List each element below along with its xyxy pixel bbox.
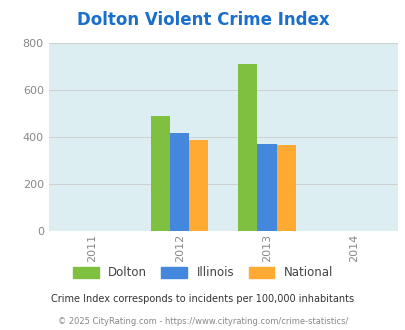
Bar <box>151 116 170 231</box>
Legend: Dolton, Illinois, National: Dolton, Illinois, National <box>68 262 337 284</box>
Text: Crime Index corresponds to incidents per 100,000 inhabitants: Crime Index corresponds to incidents per… <box>51 294 354 304</box>
Bar <box>189 140 208 231</box>
Bar <box>257 144 276 231</box>
Text: © 2025 CityRating.com - https://www.cityrating.com/crime-statistics/: © 2025 CityRating.com - https://www.city… <box>58 317 347 326</box>
Bar <box>170 133 189 231</box>
Bar <box>238 64 257 231</box>
Text: Dolton Violent Crime Index: Dolton Violent Crime Index <box>77 11 328 29</box>
Bar <box>276 145 295 231</box>
